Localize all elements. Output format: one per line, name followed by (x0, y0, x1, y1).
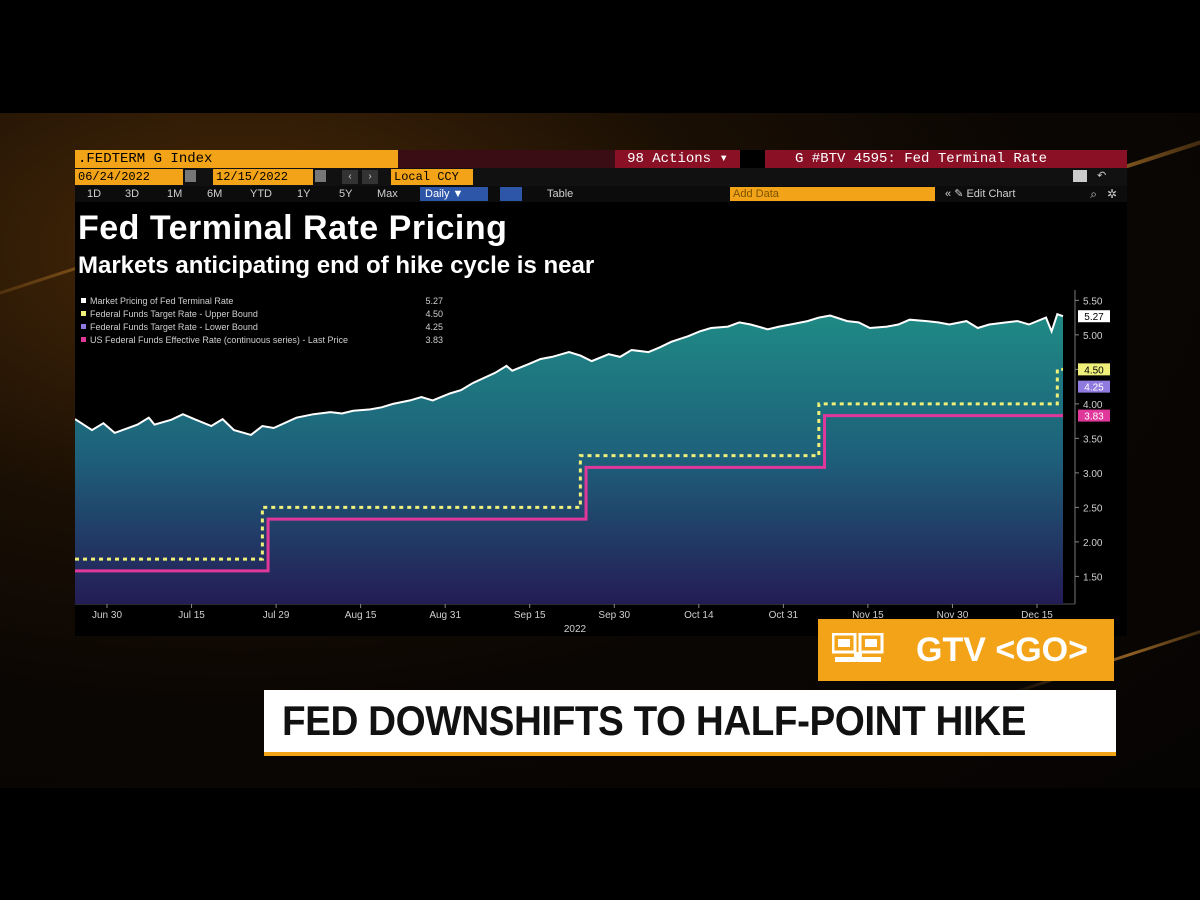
x-tick-label: Oct 31 (769, 610, 799, 621)
y-tick-label: 5.00 (1083, 331, 1103, 342)
x-tick-label: Jul 29 (263, 610, 290, 621)
y-tick-label: 2.50 (1083, 503, 1103, 514)
prev-icon[interactable]: ‹ (342, 170, 358, 184)
legend-value: 5.27 (425, 296, 443, 306)
gtv-label: GTV <GO> (916, 631, 1088, 669)
legend-label: Market Pricing of Fed Terminal Rate (90, 296, 233, 306)
chevron-down-icon: ▾ (719, 151, 728, 167)
range-max[interactable]: Max (377, 188, 398, 200)
last-price-box (1078, 310, 1110, 323)
title-bar: .FEDTERM G Index 98 Actions ▾ G #BTV 459… (75, 150, 1127, 168)
legend-swatch (81, 311, 86, 316)
x-tick-label: Aug 15 (345, 610, 377, 621)
calendar-icon[interactable] (185, 170, 196, 182)
table-button[interactable]: Table (547, 188, 574, 200)
upper-bound-line (75, 367, 1063, 561)
range-1y[interactable]: 1Y (297, 188, 311, 200)
y-axis-ticks: 5.50 5.00 4.50 4.00 3.50 3.00 2.50 2.00 1.50 (1075, 296, 1103, 583)
legend-value: 4.25 (425, 322, 443, 332)
effective-rate-line (75, 414, 1063, 573)
y-tick-label: 1.50 (1083, 572, 1103, 583)
last-price-box (1078, 363, 1110, 376)
range-ytd[interactable]: YTD (250, 188, 272, 200)
y-tick-label: 5.50 (1083, 296, 1103, 307)
actions-label: 98 Actions (627, 151, 712, 167)
add-data-label: Add Data (733, 188, 779, 200)
last-price-label: 4.50 (1084, 365, 1104, 376)
comment-icon[interactable] (1073, 170, 1087, 182)
y-tick-label: 3.50 (1083, 434, 1103, 445)
actions-menu[interactable]: 98 Actions ▾ (615, 150, 740, 168)
last-price-label: 4.25 (1084, 383, 1104, 394)
search-icon[interactable]: ⌕ (1090, 187, 1097, 201)
edit-chart-button[interactable]: « ✎ Edit Chart (945, 186, 1015, 202)
currency-select[interactable]: Local CCY (391, 169, 473, 185)
rate-chart: Market Pricing of Fed Terminal Rate 5.27 F… (75, 290, 1110, 635)
add-data-field[interactable]: Add Data (730, 187, 935, 201)
frequency-select[interactable]: Daily ▼ (420, 187, 488, 201)
legend-value: 4.50 (425, 309, 443, 319)
broadcast-background: .FEDTERM G Index 98 Actions ▾ G #BTV 459… (0, 113, 1200, 788)
legend-swatch (81, 337, 86, 342)
x-axis-year-label: 2022 (564, 624, 587, 635)
last-price-label: 5.27 (1084, 312, 1104, 323)
x-tick-label: Dec 15 (1021, 610, 1053, 621)
next-icon[interactable]: › (362, 170, 378, 184)
end-date-field[interactable]: 12/15/2022 (213, 169, 313, 185)
terminal-rate-area (75, 314, 1063, 604)
x-tick-label: Nov 15 (852, 610, 884, 621)
legend-swatch (81, 324, 86, 329)
legend: Market Pricing of Fed Terminal Rate 5.27 F… (81, 296, 443, 345)
y-tick-label: 3.00 (1083, 469, 1103, 480)
edit-chart-label: Edit Chart (966, 188, 1016, 200)
calendar-icon[interactable] (315, 170, 326, 182)
x-tick-label: Jun 30 (92, 610, 122, 621)
range-toolbar: 1D 3D 1M 6M YTD 1Y 5Y Max Daily ▼ Table … (75, 186, 1127, 202)
undo-icon[interactable]: ↶ (1097, 170, 1107, 182)
range-1m[interactable]: 1M (167, 188, 183, 200)
legend-label: Federal Funds Target Rate - Upper Bound (90, 309, 258, 319)
chart-subtitle: Markets anticipating end of hike cycle i… (78, 252, 595, 279)
page-title: G #BTV 4595: Fed Terminal Rate (765, 150, 1127, 168)
date-toolbar: 06/24/2022 12/15/2022 ‹ › Local CCY ↶ (75, 168, 1127, 186)
start-date-field[interactable]: 06/24/2022 (75, 169, 183, 185)
x-tick-label: Sep 30 (598, 610, 630, 621)
y-tick-label: 2.00 (1083, 538, 1103, 549)
x-tick-label: Oct 14 (684, 610, 714, 621)
terminal-rate-line (75, 312, 1064, 437)
legend-label: US Federal Funds Effective Rate (continu… (90, 335, 348, 345)
x-tick-label: Nov 30 (937, 610, 969, 621)
last-price-labels: 5.27 4.50 4.25 3.83 (1078, 310, 1110, 423)
x-axis-ticks: Jun 30 Jul 15 Jul 29 Aug 15 Aug 31 Sep 15 Sep … (92, 604, 1053, 635)
legend-value: 3.83 (425, 335, 443, 345)
x-tick-label: Jul 15 (178, 610, 205, 621)
headline-text: FED DOWNSHIFTS TO HALF-POINT HIKE (282, 697, 1027, 744)
bloomberg-terminal-window: .FEDTERM G Index 98 Actions ▾ G #BTV 459… (75, 150, 1127, 636)
chart-type-icon[interactable] (500, 187, 522, 201)
last-price-label: 3.83 (1084, 412, 1104, 423)
x-tick-label: Aug 31 (429, 610, 461, 621)
range-6m[interactable]: 6M (207, 188, 223, 200)
ticker-field[interactable]: .FEDTERM G Index (75, 150, 398, 168)
legend-swatch (81, 298, 86, 303)
y-tick-label: 4.00 (1083, 400, 1103, 411)
gtv-banner: GTV <GO> (818, 619, 1114, 681)
collapse-icon: « (945, 188, 952, 200)
last-price-box (1078, 409, 1110, 422)
settings-icon[interactable]: ✲ (1106, 187, 1117, 201)
pencil-icon: ✎ (954, 188, 964, 200)
x-tick-label: Sep 15 (514, 610, 546, 621)
last-price-box (1078, 380, 1110, 393)
chart-title: Fed Terminal Rate Pricing (78, 209, 508, 247)
legend-label: Federal Funds Target Rate - Lower Bound (90, 322, 258, 332)
range-5y[interactable]: 5Y (339, 188, 353, 200)
range-3d[interactable]: 3D (125, 188, 140, 200)
headline-banner: FED DOWNSHIFTS TO HALF-POINT HIKE (264, 690, 1116, 756)
range-1d[interactable]: 1D (87, 188, 102, 200)
terminal-icon (832, 633, 884, 662)
